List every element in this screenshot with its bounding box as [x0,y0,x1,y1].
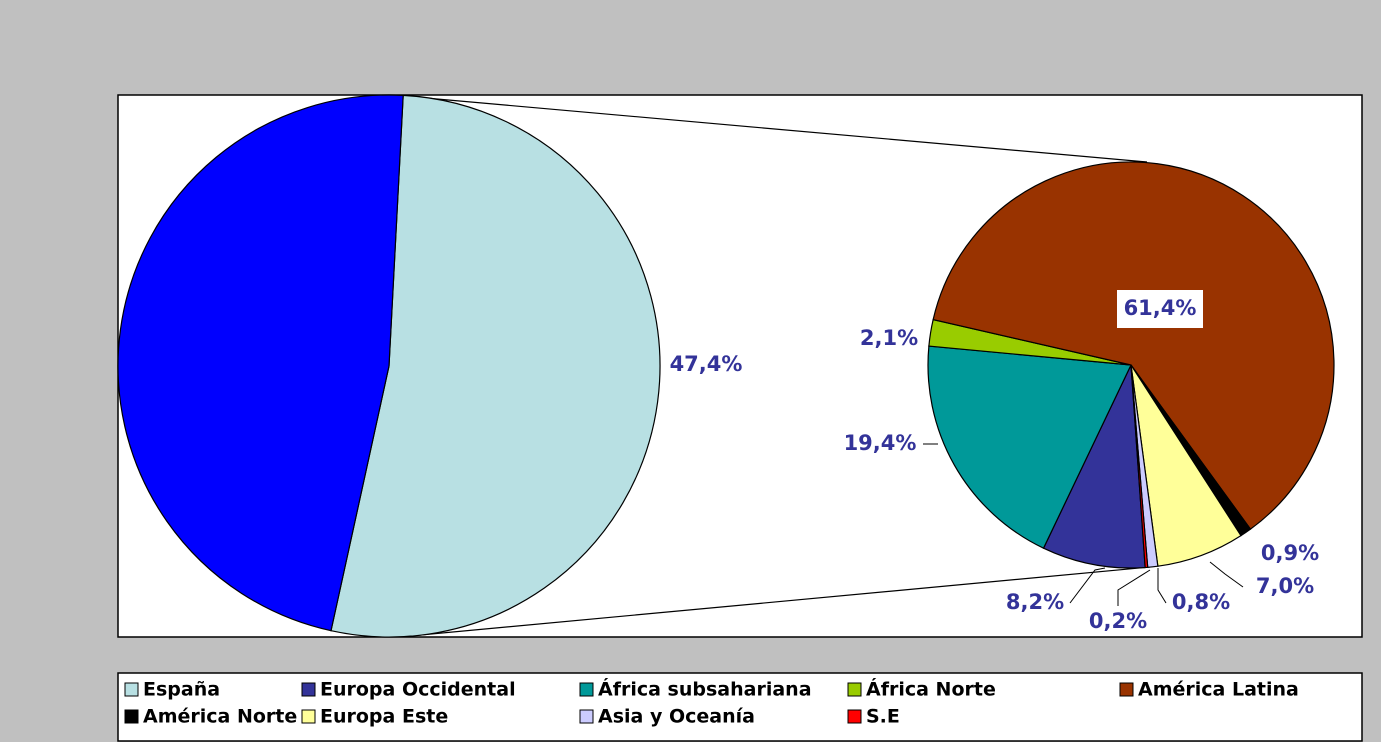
legend-swatch [579,682,594,697]
label-box [1117,290,1203,328]
legend-swatch [1119,682,1134,697]
slice [117,94,404,632]
leader-line [1157,568,1167,604]
legend-label: América Norte [143,706,297,728]
data-label: 2,1% [860,326,918,350]
legend-swatch [124,709,139,724]
legend-swatch [124,682,139,697]
legend-label: África subsahariana [598,678,812,701]
data-label: 0,9% [1261,541,1319,565]
legend-label: África Norte [866,678,996,701]
data-label: 0,8% [1172,590,1230,614]
legend-label: Europa Este [320,706,448,728]
leader-line [1117,569,1151,606]
slice [927,345,1132,549]
data-label: 47,4% [670,352,743,376]
legend-swatch [579,709,594,724]
leader-line [1209,561,1244,588]
legend-swatch [301,709,316,724]
slice [1130,364,1149,569]
connector [409,566,1151,637]
legend-swatch [847,709,862,724]
slice [1042,362,1146,569]
legend-label: América Latina [1138,679,1299,701]
legend-swatch [301,682,316,697]
data-label: 0,2% [1089,609,1147,633]
legend-label: S.E [866,706,900,728]
legend-label: Asia y Oceanía [598,706,755,728]
legend-label: Europa Occidental [320,679,516,701]
legend-swatch [847,682,862,697]
legend [117,672,1363,742]
data-label: 61,4% [1124,296,1197,320]
data-label: 19,4% [844,431,917,455]
connector [402,95,1148,163]
slice [932,161,1335,530]
data-label: 7,0% [1256,574,1314,598]
legend-label: España [143,679,220,701]
slice [330,94,661,638]
leader-line [1069,567,1106,604]
data-label: 8,2% [1006,590,1064,614]
